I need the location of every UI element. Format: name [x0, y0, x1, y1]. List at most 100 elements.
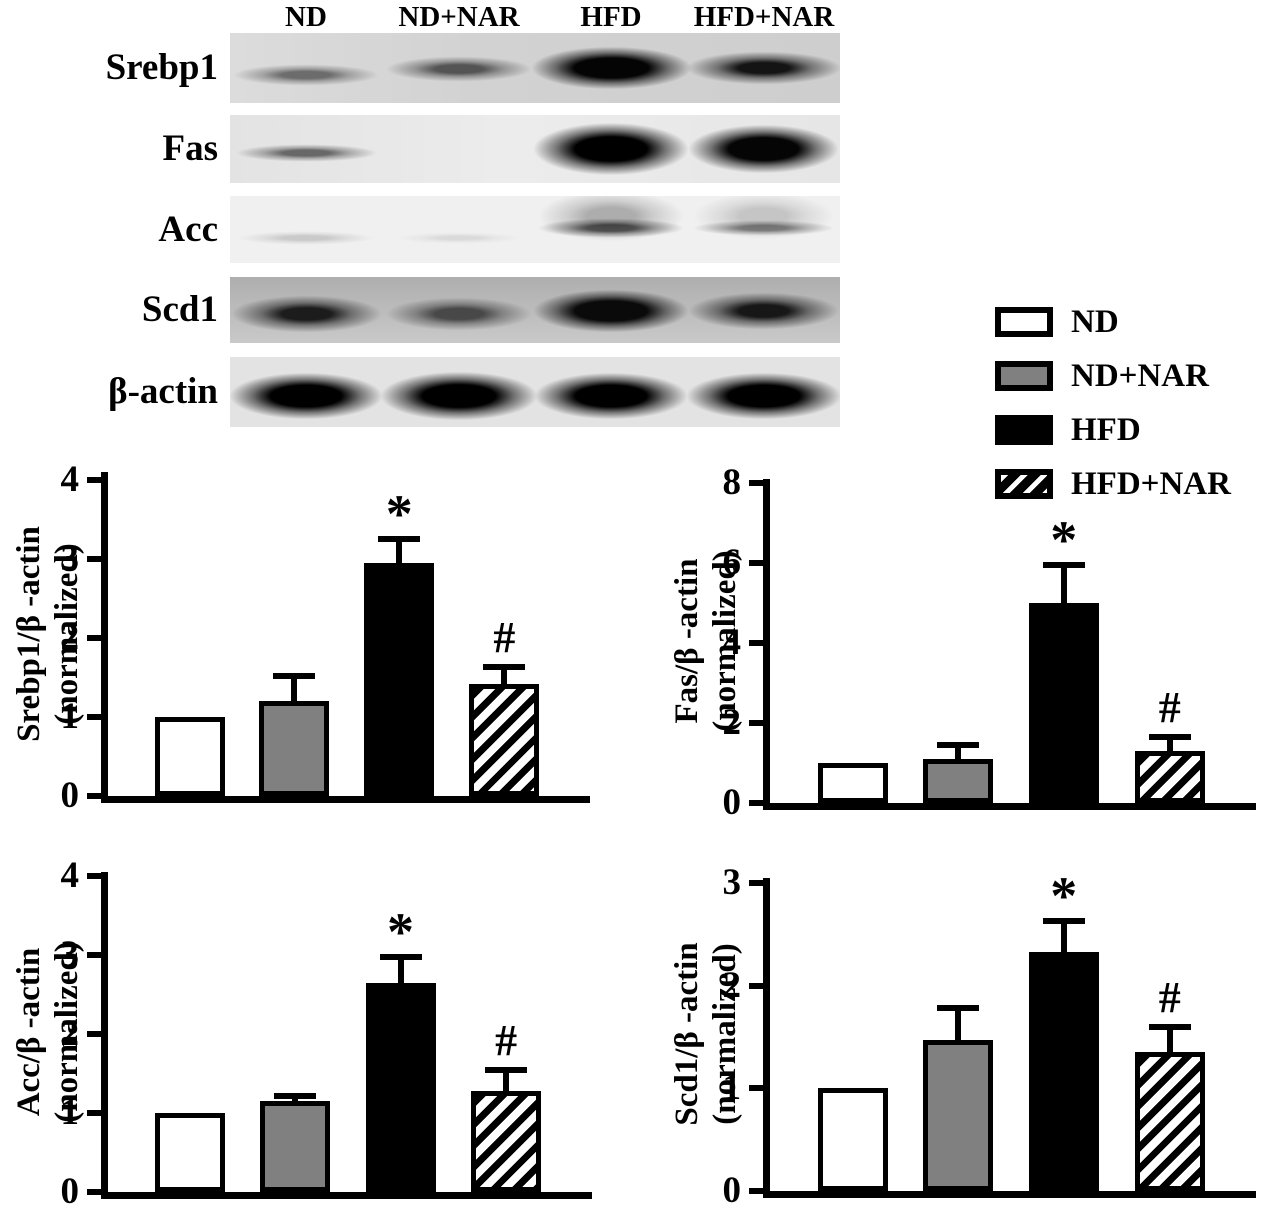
- errbar-stem: [397, 957, 404, 983]
- ytick: [749, 560, 763, 566]
- bar-ND: [817, 1088, 888, 1191]
- band: [393, 231, 524, 244]
- errbar-cap: [1148, 1023, 1191, 1030]
- ytick: [87, 1031, 101, 1037]
- blot-row-label-bactin: β-actin: [108, 371, 218, 412]
- bar-ND+NAR: [259, 701, 330, 796]
- ytick: [87, 635, 101, 641]
- errbar-cap: [483, 664, 526, 671]
- bar-HFD: [365, 982, 436, 1192]
- band: [377, 370, 540, 421]
- ytick: [749, 1085, 763, 1092]
- axis-spine: [763, 479, 770, 810]
- ytick: [749, 880, 763, 886]
- band: [686, 124, 840, 174]
- axis-baseline: [101, 796, 590, 803]
- errbar-stem: [1060, 565, 1067, 603]
- band: [230, 371, 386, 420]
- legend-item-nd: ND: [995, 305, 1119, 339]
- errbar-cap: [378, 536, 421, 543]
- ytick-label: 3: [60, 538, 80, 579]
- significance-star: *: [385, 484, 413, 545]
- errbar-cap: [936, 742, 979, 748]
- ytick: [87, 873, 101, 879]
- bar-ND: [817, 763, 888, 803]
- axis-spine: [101, 472, 108, 803]
- ytick-label: 1: [60, 696, 80, 737]
- band: [233, 144, 379, 163]
- band: [230, 294, 384, 333]
- band: [528, 46, 694, 90]
- bar-ND: [154, 717, 225, 796]
- ytick-label: 2: [60, 1013, 80, 1054]
- bar-ND+NAR: [259, 1101, 330, 1192]
- legend-item-hfdnar: HFD+NAR: [995, 467, 1231, 501]
- legend-swatch-hfdnar: [995, 469, 1053, 499]
- errbar-cap: [485, 1066, 528, 1073]
- significance-star: *: [1050, 510, 1078, 570]
- ytick-label: 4: [722, 622, 742, 663]
- errbar-stem: [501, 667, 508, 684]
- ytick-label: 4: [60, 855, 80, 896]
- significance-star: *: [387, 902, 414, 963]
- ytick: [87, 477, 101, 483]
- errbar-cap: [936, 1005, 979, 1012]
- errbar-stem: [954, 745, 961, 759]
- ytick-label: 3: [60, 934, 80, 975]
- band: [236, 230, 377, 245]
- legend-item-hfd: HFD: [995, 413, 1141, 447]
- band: [531, 122, 692, 176]
- significance-hash: #: [1158, 683, 1181, 732]
- ytick: [749, 720, 763, 726]
- bar-ND+NAR: [922, 1040, 993, 1191]
- ytick: [87, 714, 101, 720]
- blot-row-label-scd1: Scd1: [141, 289, 218, 330]
- bar-HFD+NAR: [1134, 1052, 1205, 1191]
- band: [536, 218, 687, 239]
- significance-hash: #: [495, 1015, 518, 1065]
- band: [532, 371, 691, 420]
- bar-HFD: [1028, 951, 1099, 1191]
- ytick: [87, 556, 101, 562]
- errbar-cap: [273, 672, 316, 679]
- ytick-label: 0: [722, 1170, 742, 1209]
- bar-HFD: [364, 562, 435, 796]
- legend-swatch-hfd: [995, 415, 1053, 445]
- axis-baseline: [763, 803, 1256, 810]
- lane-label-ndnar: ND+NAR: [398, 1, 520, 33]
- errbar-cap: [379, 954, 422, 961]
- axis-spine: [763, 878, 770, 1198]
- ytick-label: 4: [60, 459, 80, 500]
- axis-spine: [101, 872, 108, 1199]
- ytick: [87, 1110, 101, 1116]
- axis-baseline: [763, 1191, 1256, 1198]
- errbar-stem: [1166, 737, 1173, 751]
- blot-row-label-srebp1: Srebp1: [105, 47, 218, 88]
- errbar-cap: [1042, 917, 1085, 924]
- ytick: [749, 800, 763, 806]
- errbar-cap: [1148, 734, 1191, 740]
- blot-panel-bactin: [230, 357, 840, 427]
- blot-panel-acc: [230, 196, 840, 263]
- significance-star: *: [1050, 865, 1078, 926]
- band: [683, 371, 840, 420]
- lane-label-hfdnar: HFD+NAR: [693, 1, 835, 33]
- errbar-stem: [291, 675, 298, 702]
- bar-ND+NAR: [922, 759, 993, 803]
- ytick: [87, 1189, 101, 1195]
- ytick-label: 2: [722, 964, 742, 1006]
- significance-hash: #: [1158, 972, 1181, 1022]
- errbar-stem: [396, 539, 403, 563]
- ytick: [87, 793, 101, 799]
- errbar-stem: [954, 1008, 961, 1041]
- lane-label-nd: ND: [285, 1, 327, 33]
- ytick-label: 2: [722, 702, 742, 743]
- ytick-label: 1: [722, 1067, 742, 1109]
- band: [691, 196, 837, 241]
- bar-HFD: [1028, 603, 1099, 803]
- ytick: [749, 1188, 763, 1194]
- ytick-label: 3: [722, 862, 742, 903]
- band: [686, 292, 840, 331]
